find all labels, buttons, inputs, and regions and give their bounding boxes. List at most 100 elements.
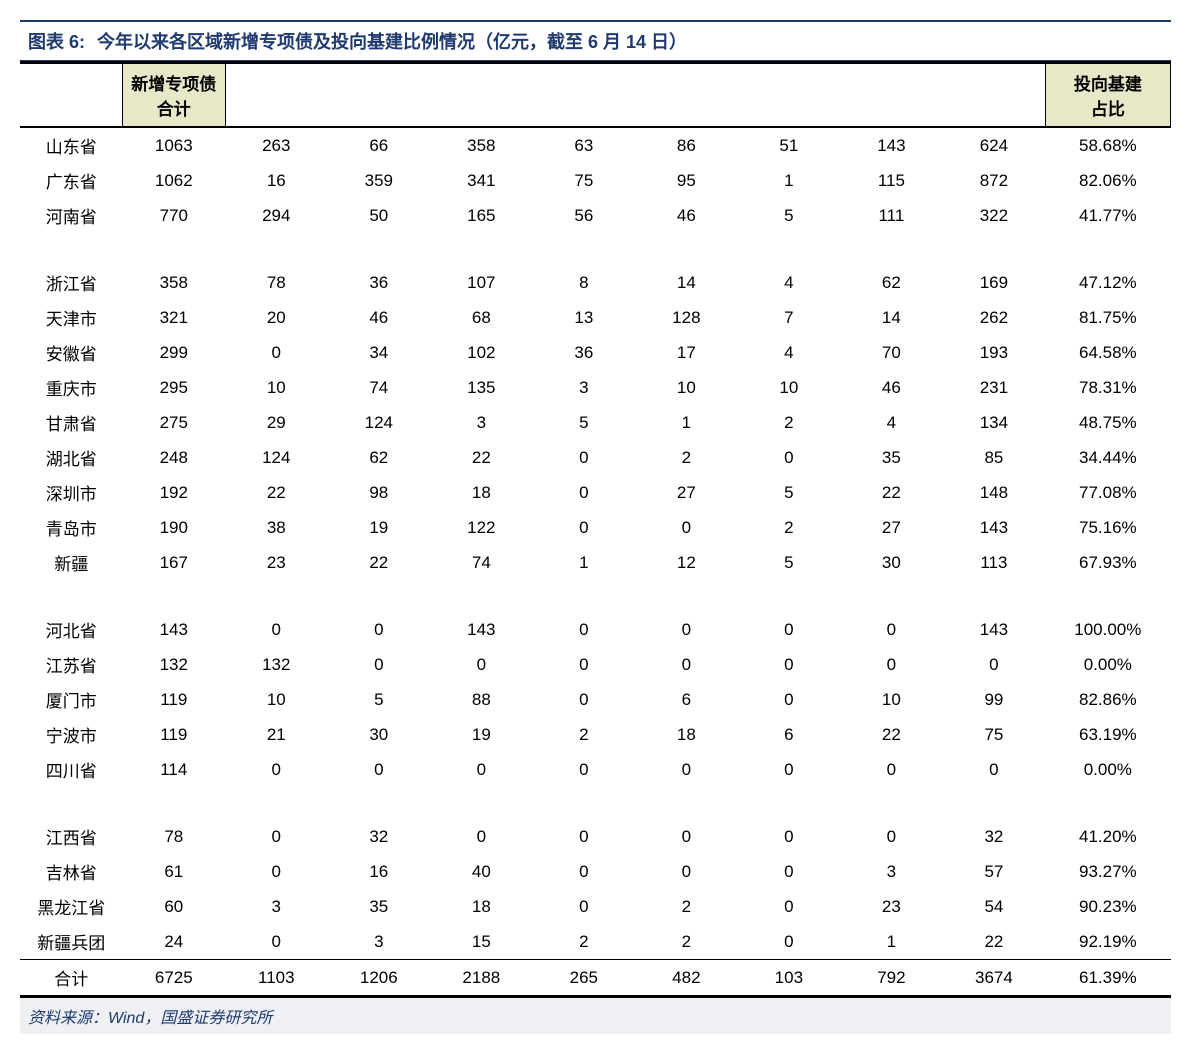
cell-value: 295 [123, 370, 226, 405]
cell-value: 0 [738, 752, 841, 787]
cell-pct: 100.00% [1045, 612, 1170, 647]
cell-value: 0 [533, 612, 636, 647]
cell-value: 0 [738, 682, 841, 717]
cell-value: 0 [635, 854, 738, 889]
cell-pct: 92.19% [1045, 924, 1170, 960]
header-c5 [533, 63, 636, 128]
cell-value: 275 [123, 405, 226, 440]
cell-value: 1103 [225, 960, 328, 997]
cell-value: 38 [225, 510, 328, 545]
cell-value: 0 [533, 819, 636, 854]
cell-value: 51 [738, 127, 841, 163]
cell-region: 河北省 [20, 612, 123, 647]
header-pct: 投向基建 占比 [1045, 63, 1170, 128]
cell-value: 321 [123, 300, 226, 335]
cell-value: 143 [840, 127, 943, 163]
cell-value: 0 [840, 752, 943, 787]
cell-region: 天津市 [20, 300, 123, 335]
cell-value: 0 [225, 752, 328, 787]
cell-region: 安徽省 [20, 335, 123, 370]
table-row: 浙江省358783610781446216947.12% [20, 265, 1171, 300]
cell-value: 0 [738, 647, 841, 682]
cell-value: 24 [123, 924, 226, 960]
cell-value: 341 [430, 163, 533, 198]
header-c4 [430, 63, 533, 128]
cell-value: 119 [123, 717, 226, 752]
cell-value: 63 [533, 127, 636, 163]
cell-value: 135 [430, 370, 533, 405]
cell-value: 4 [738, 335, 841, 370]
cell-value: 0 [738, 819, 841, 854]
cell-pct: 82.86% [1045, 682, 1170, 717]
cell-value: 1 [738, 163, 841, 198]
cell-value: 22 [840, 717, 943, 752]
cell-value: 14 [635, 265, 738, 300]
cell-value: 16 [225, 163, 328, 198]
cell-value: 0 [943, 647, 1046, 682]
cell-value: 0 [635, 612, 738, 647]
cell-value: 167 [123, 545, 226, 580]
spacer-row [20, 580, 1171, 612]
cell-value: 190 [123, 510, 226, 545]
spacer-row [20, 233, 1171, 265]
cell-value: 5 [328, 682, 431, 717]
cell-value: 35 [328, 889, 431, 924]
source-note: 资料来源：Wind，国盛证券研究所 [20, 998, 1171, 1034]
cell-region: 四川省 [20, 752, 123, 787]
cell-value: 36 [533, 335, 636, 370]
cell-value: 0 [430, 819, 533, 854]
cell-value: 2 [738, 405, 841, 440]
table-row: 青岛市19038191220022714375.16% [20, 510, 1171, 545]
table-row: 新疆兵团24031522012292.19% [20, 924, 1171, 960]
cell-value: 75 [533, 163, 636, 198]
header-c7 [738, 63, 841, 128]
cell-value: 262 [943, 300, 1046, 335]
cell-value: 0 [533, 682, 636, 717]
cell-value: 19 [430, 717, 533, 752]
cell-value: 6 [738, 717, 841, 752]
cell-value: 5 [738, 198, 841, 233]
cell-value: 2188 [430, 960, 533, 997]
cell-value: 14 [840, 300, 943, 335]
cell-value: 6 [635, 682, 738, 717]
cell-value: 0 [738, 924, 841, 960]
cell-value: 22 [430, 440, 533, 475]
cell-value: 3674 [943, 960, 1046, 997]
cell-value: 22 [225, 475, 328, 510]
cell-pct: 58.68% [1045, 127, 1170, 163]
cell-value: 248 [123, 440, 226, 475]
cell-region: 甘肃省 [20, 405, 123, 440]
cell-value: 3 [430, 405, 533, 440]
cell-pct: 81.75% [1045, 300, 1170, 335]
cell-value: 95 [635, 163, 738, 198]
table-row: 江苏省13213200000000.00% [20, 647, 1171, 682]
cell-value: 66 [328, 127, 431, 163]
cell-value: 32 [943, 819, 1046, 854]
cell-value: 0 [533, 752, 636, 787]
cell-value: 0 [533, 854, 636, 889]
cell-value: 122 [430, 510, 533, 545]
cell-value: 482 [635, 960, 738, 997]
cell-value: 2 [533, 717, 636, 752]
cell-value: 0 [430, 647, 533, 682]
cell-value: 18 [635, 717, 738, 752]
cell-pct: 47.12% [1045, 265, 1170, 300]
cell-value: 114 [123, 752, 226, 787]
cell-value: 0 [225, 335, 328, 370]
table-row: 河南省770294501655646511132241.77% [20, 198, 1171, 233]
cell-value: 872 [943, 163, 1046, 198]
cell-region: 黑龙江省 [20, 889, 123, 924]
cell-value: 3 [533, 370, 636, 405]
cell-region: 宁波市 [20, 717, 123, 752]
cell-value: 2 [635, 924, 738, 960]
cell-pct: 67.93% [1045, 545, 1170, 580]
cell-value: 34 [328, 335, 431, 370]
cell-value: 20 [225, 300, 328, 335]
cell-value: 30 [840, 545, 943, 580]
table-figure: 图表 6: 今年以来各区域新增专项债及投向基建比例情况（亿元，截至 6 月 14… [20, 20, 1171, 1034]
cell-region: 深圳市 [20, 475, 123, 510]
cell-value: 263 [225, 127, 328, 163]
figure-title: 今年以来各区域新增专项债及投向基建比例情况（亿元，截至 6 月 14 日） [97, 28, 687, 54]
cell-pct: 41.20% [1045, 819, 1170, 854]
cell-value: 143 [943, 612, 1046, 647]
